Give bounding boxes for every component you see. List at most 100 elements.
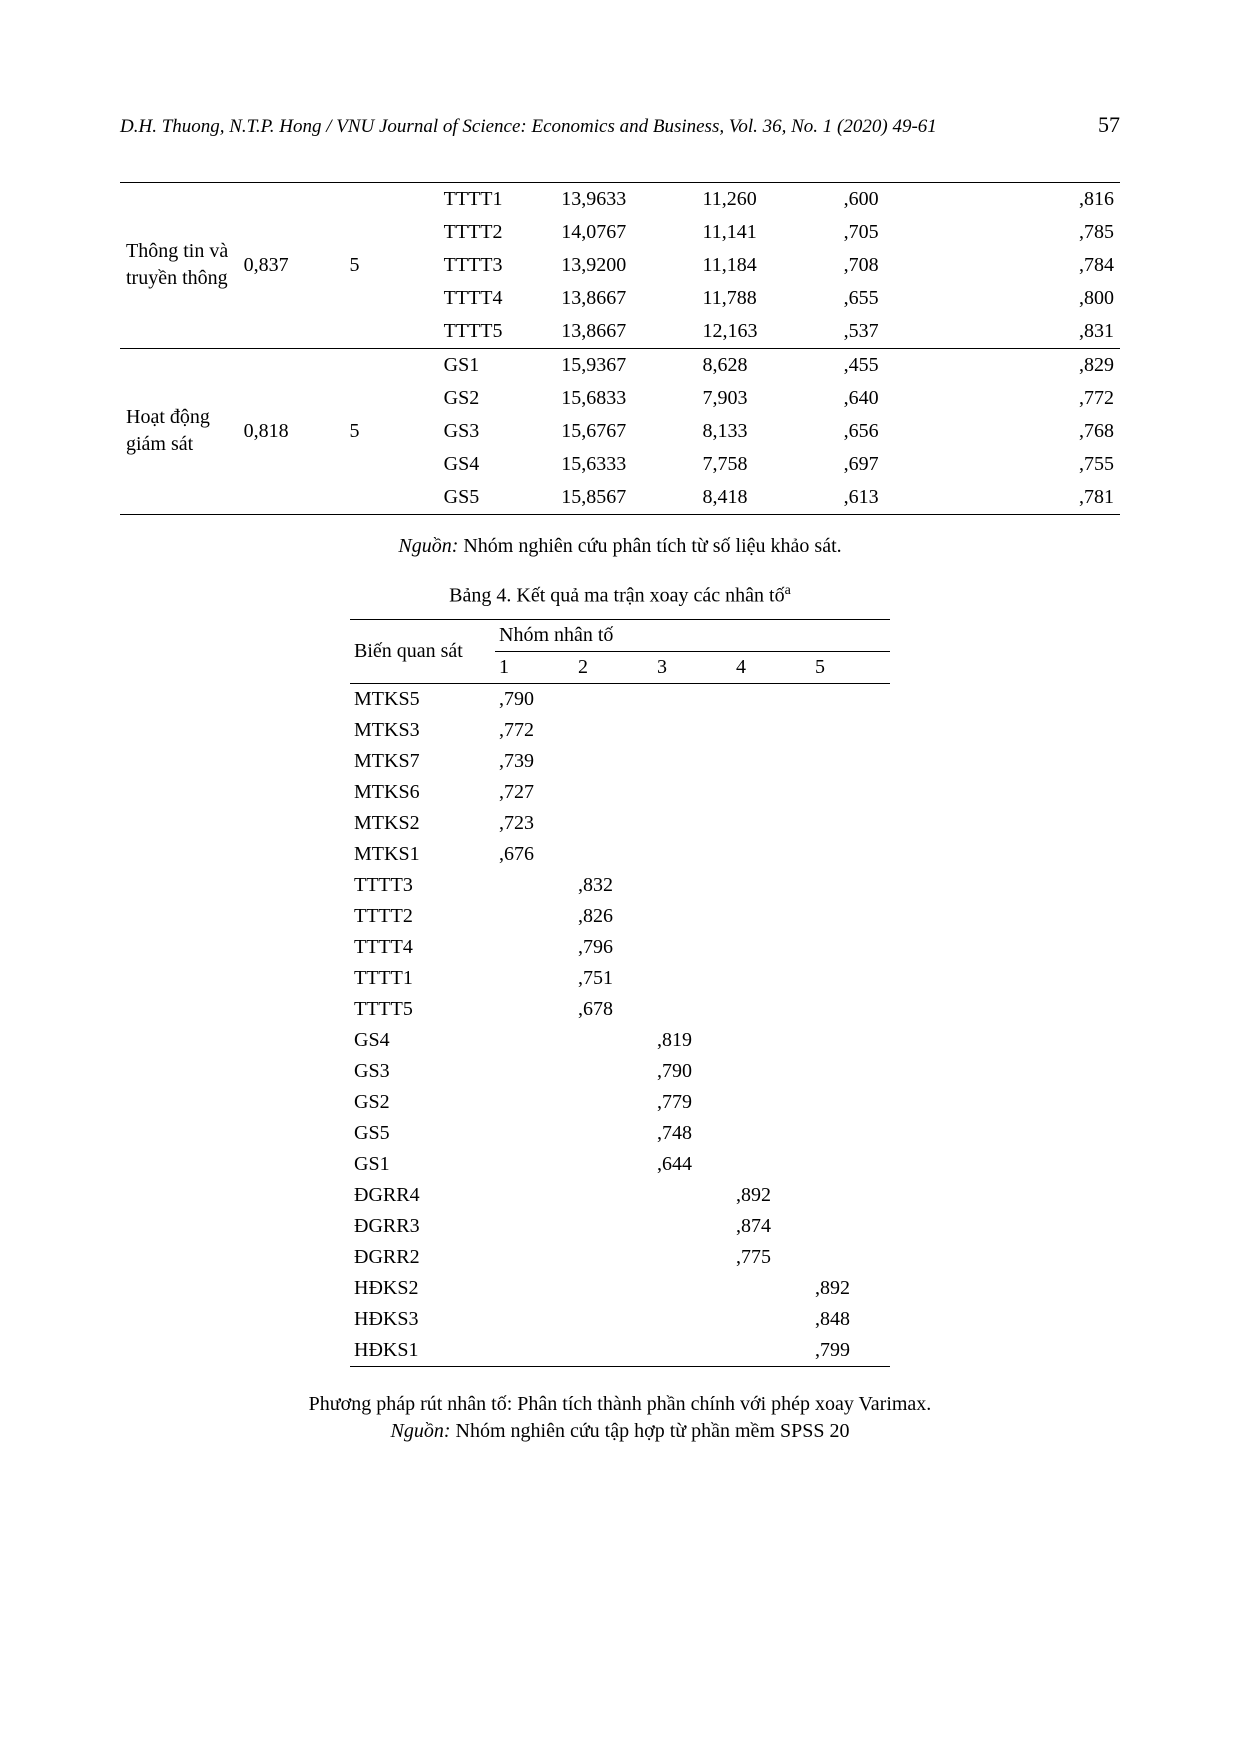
cell-value: ,727: [495, 777, 574, 808]
cell-value: [732, 1335, 811, 1367]
row-code: GS2: [438, 382, 556, 415]
row-variable: HĐKS1: [350, 1335, 495, 1367]
cell-value: [495, 1056, 574, 1087]
table-row: HĐKS1,799: [350, 1335, 890, 1367]
table-row: MTKS2,723: [350, 808, 890, 839]
cell-value: [574, 1273, 653, 1304]
row-val1: 15,6833: [555, 382, 696, 415]
row-code: TTTT3: [438, 249, 556, 282]
table1-source: Nguồn: Nhóm nghiên cứu phân tích từ số l…: [120, 533, 1120, 560]
cell-value: [811, 932, 890, 963]
cell-value: [495, 1304, 574, 1335]
cell-value: [732, 1087, 811, 1118]
cell-value: [811, 1087, 890, 1118]
cell-value: [732, 1149, 811, 1180]
cell-value: [653, 994, 732, 1025]
cell-value: [732, 1118, 811, 1149]
cell-value: [811, 1118, 890, 1149]
source-label: Nguồn:: [398, 535, 458, 557]
row-code: TTTT5: [438, 315, 556, 349]
table-row: TTTT3,832: [350, 870, 890, 901]
group-count: 5: [344, 183, 438, 349]
table-row: GS2,779: [350, 1087, 890, 1118]
table-row: HĐKS2,892: [350, 1273, 890, 1304]
caption-superscript: a: [785, 583, 791, 598]
row-val3: ,705: [838, 216, 991, 249]
row-val4: ,755: [991, 448, 1120, 481]
cell-value: [495, 1211, 574, 1242]
cell-value: [732, 870, 811, 901]
cell-value: [811, 684, 890, 716]
cell-value: [574, 715, 653, 746]
row-val1: 13,9200: [555, 249, 696, 282]
cell-value: [495, 1335, 574, 1367]
cell-value: [495, 1242, 574, 1273]
cell-value: ,772: [495, 715, 574, 746]
table-row: GS4,819: [350, 1025, 890, 1056]
cell-value: [653, 901, 732, 932]
row-variable: GS4: [350, 1025, 495, 1056]
cell-value: ,644: [653, 1149, 732, 1180]
cell-value: [574, 1180, 653, 1211]
cell-value: [653, 715, 732, 746]
column-header: 1: [495, 652, 574, 684]
cell-value: [811, 1242, 890, 1273]
cell-value: [653, 777, 732, 808]
cell-value: [811, 839, 890, 870]
row-variable: ĐGRR3: [350, 1211, 495, 1242]
row-val1: 15,8567: [555, 481, 696, 514]
table-row: MTKS7,739: [350, 746, 890, 777]
cell-value: [811, 1149, 890, 1180]
cell-value: [732, 994, 811, 1025]
cell-value: [574, 1304, 653, 1335]
cell-value: ,790: [653, 1056, 732, 1087]
cell-value: [811, 746, 890, 777]
cell-value: [732, 777, 811, 808]
cell-value: [811, 1211, 890, 1242]
footer-method: Phương pháp rút nhân tố: Phân tích thành…: [309, 1393, 932, 1415]
cell-value: [574, 1087, 653, 1118]
cell-value: ,739: [495, 746, 574, 777]
row-val2: 11,788: [696, 282, 837, 315]
cell-value: [574, 1211, 653, 1242]
cell-value: ,832: [574, 870, 653, 901]
row-code: GS3: [438, 415, 556, 448]
row-val2: 11,184: [696, 249, 837, 282]
row-val3: ,600: [838, 183, 991, 216]
row-val3: ,708: [838, 249, 991, 282]
row-val1: 15,6333: [555, 448, 696, 481]
table4-caption: Bảng 4. Kết quả ma trận xoay các nhân tố…: [120, 582, 1120, 610]
row-val4: ,831: [991, 315, 1120, 349]
row-code: TTTT1: [438, 183, 556, 216]
table-row: TTTT5,678: [350, 994, 890, 1025]
row-variable: MTKS5: [350, 684, 495, 716]
row-val2: 11,260: [696, 183, 837, 216]
cell-value: [574, 1149, 653, 1180]
cell-value: [732, 932, 811, 963]
row-code: GS5: [438, 481, 556, 514]
row-val1: 15,9367: [555, 348, 696, 382]
table-row: ĐGRR3 ,874: [350, 1211, 890, 1242]
cell-value: [574, 1242, 653, 1273]
cell-value: ,874: [732, 1211, 811, 1242]
cell-value: ,779: [653, 1087, 732, 1118]
table-row: MTKS5,790: [350, 684, 890, 716]
cell-value: [811, 994, 890, 1025]
page-number: 57: [1098, 110, 1120, 140]
cell-value: [653, 870, 732, 901]
row-val1: 14,0767: [555, 216, 696, 249]
row-val3: ,655: [838, 282, 991, 315]
row-val2: 12,163: [696, 315, 837, 349]
table-row: TTTT2,826: [350, 901, 890, 932]
row-val3: ,656: [838, 415, 991, 448]
cell-value: ,892: [811, 1273, 890, 1304]
cell-value: [811, 963, 890, 994]
cell-value: ,723: [495, 808, 574, 839]
cell-value: [732, 1273, 811, 1304]
cell-value: [732, 901, 811, 932]
cell-value: [732, 808, 811, 839]
group-value: 0,837: [238, 183, 344, 349]
row-val3: ,697: [838, 448, 991, 481]
cell-value: ,775: [732, 1242, 811, 1273]
row-val2: 7,903: [696, 382, 837, 415]
